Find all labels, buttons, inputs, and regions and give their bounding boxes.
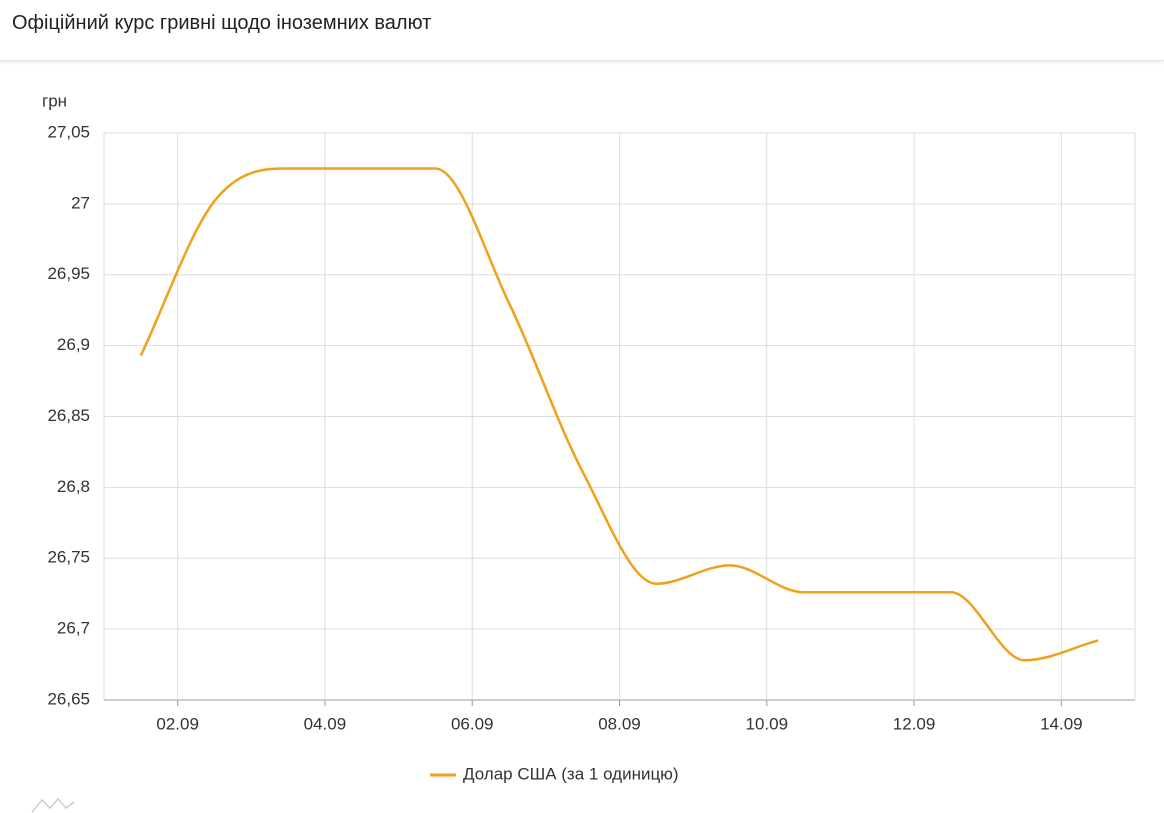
y-tick-label: 26,85 [47,406,90,425]
x-tick-label: 12.09 [893,714,936,733]
x-tick-label: 02.09 [156,714,199,733]
y-tick-label: 26,7 [57,619,90,638]
series-line [139,167,1099,662]
y-tick-label: 26,75 [47,548,90,567]
header: Офіційний курс гривні щодо іноземних вал… [0,0,1164,61]
x-tick-label: 08.09 [598,714,641,733]
legend-label: Долар США (за 1 одиницю) [463,764,679,783]
y-tick-label: 26,95 [47,264,90,283]
y-tick-label: 26,65 [47,689,90,708]
logo [31,797,75,813]
x-tick-label: 14.09 [1040,714,1083,733]
x-tick-label: 10.09 [746,714,789,733]
x-tick-label: 06.09 [451,714,494,733]
y-axis-label: грн [42,91,67,110]
y-tick-label: 26,8 [57,477,90,496]
y-tick-label: 26,9 [57,335,90,354]
x-tick-label: 04.09 [304,714,347,733]
y-tick-label: 27,05 [47,122,90,141]
page-title: Офіційний курс гривні щодо іноземних вал… [12,12,432,34]
y-tick-label: 27 [71,193,90,212]
